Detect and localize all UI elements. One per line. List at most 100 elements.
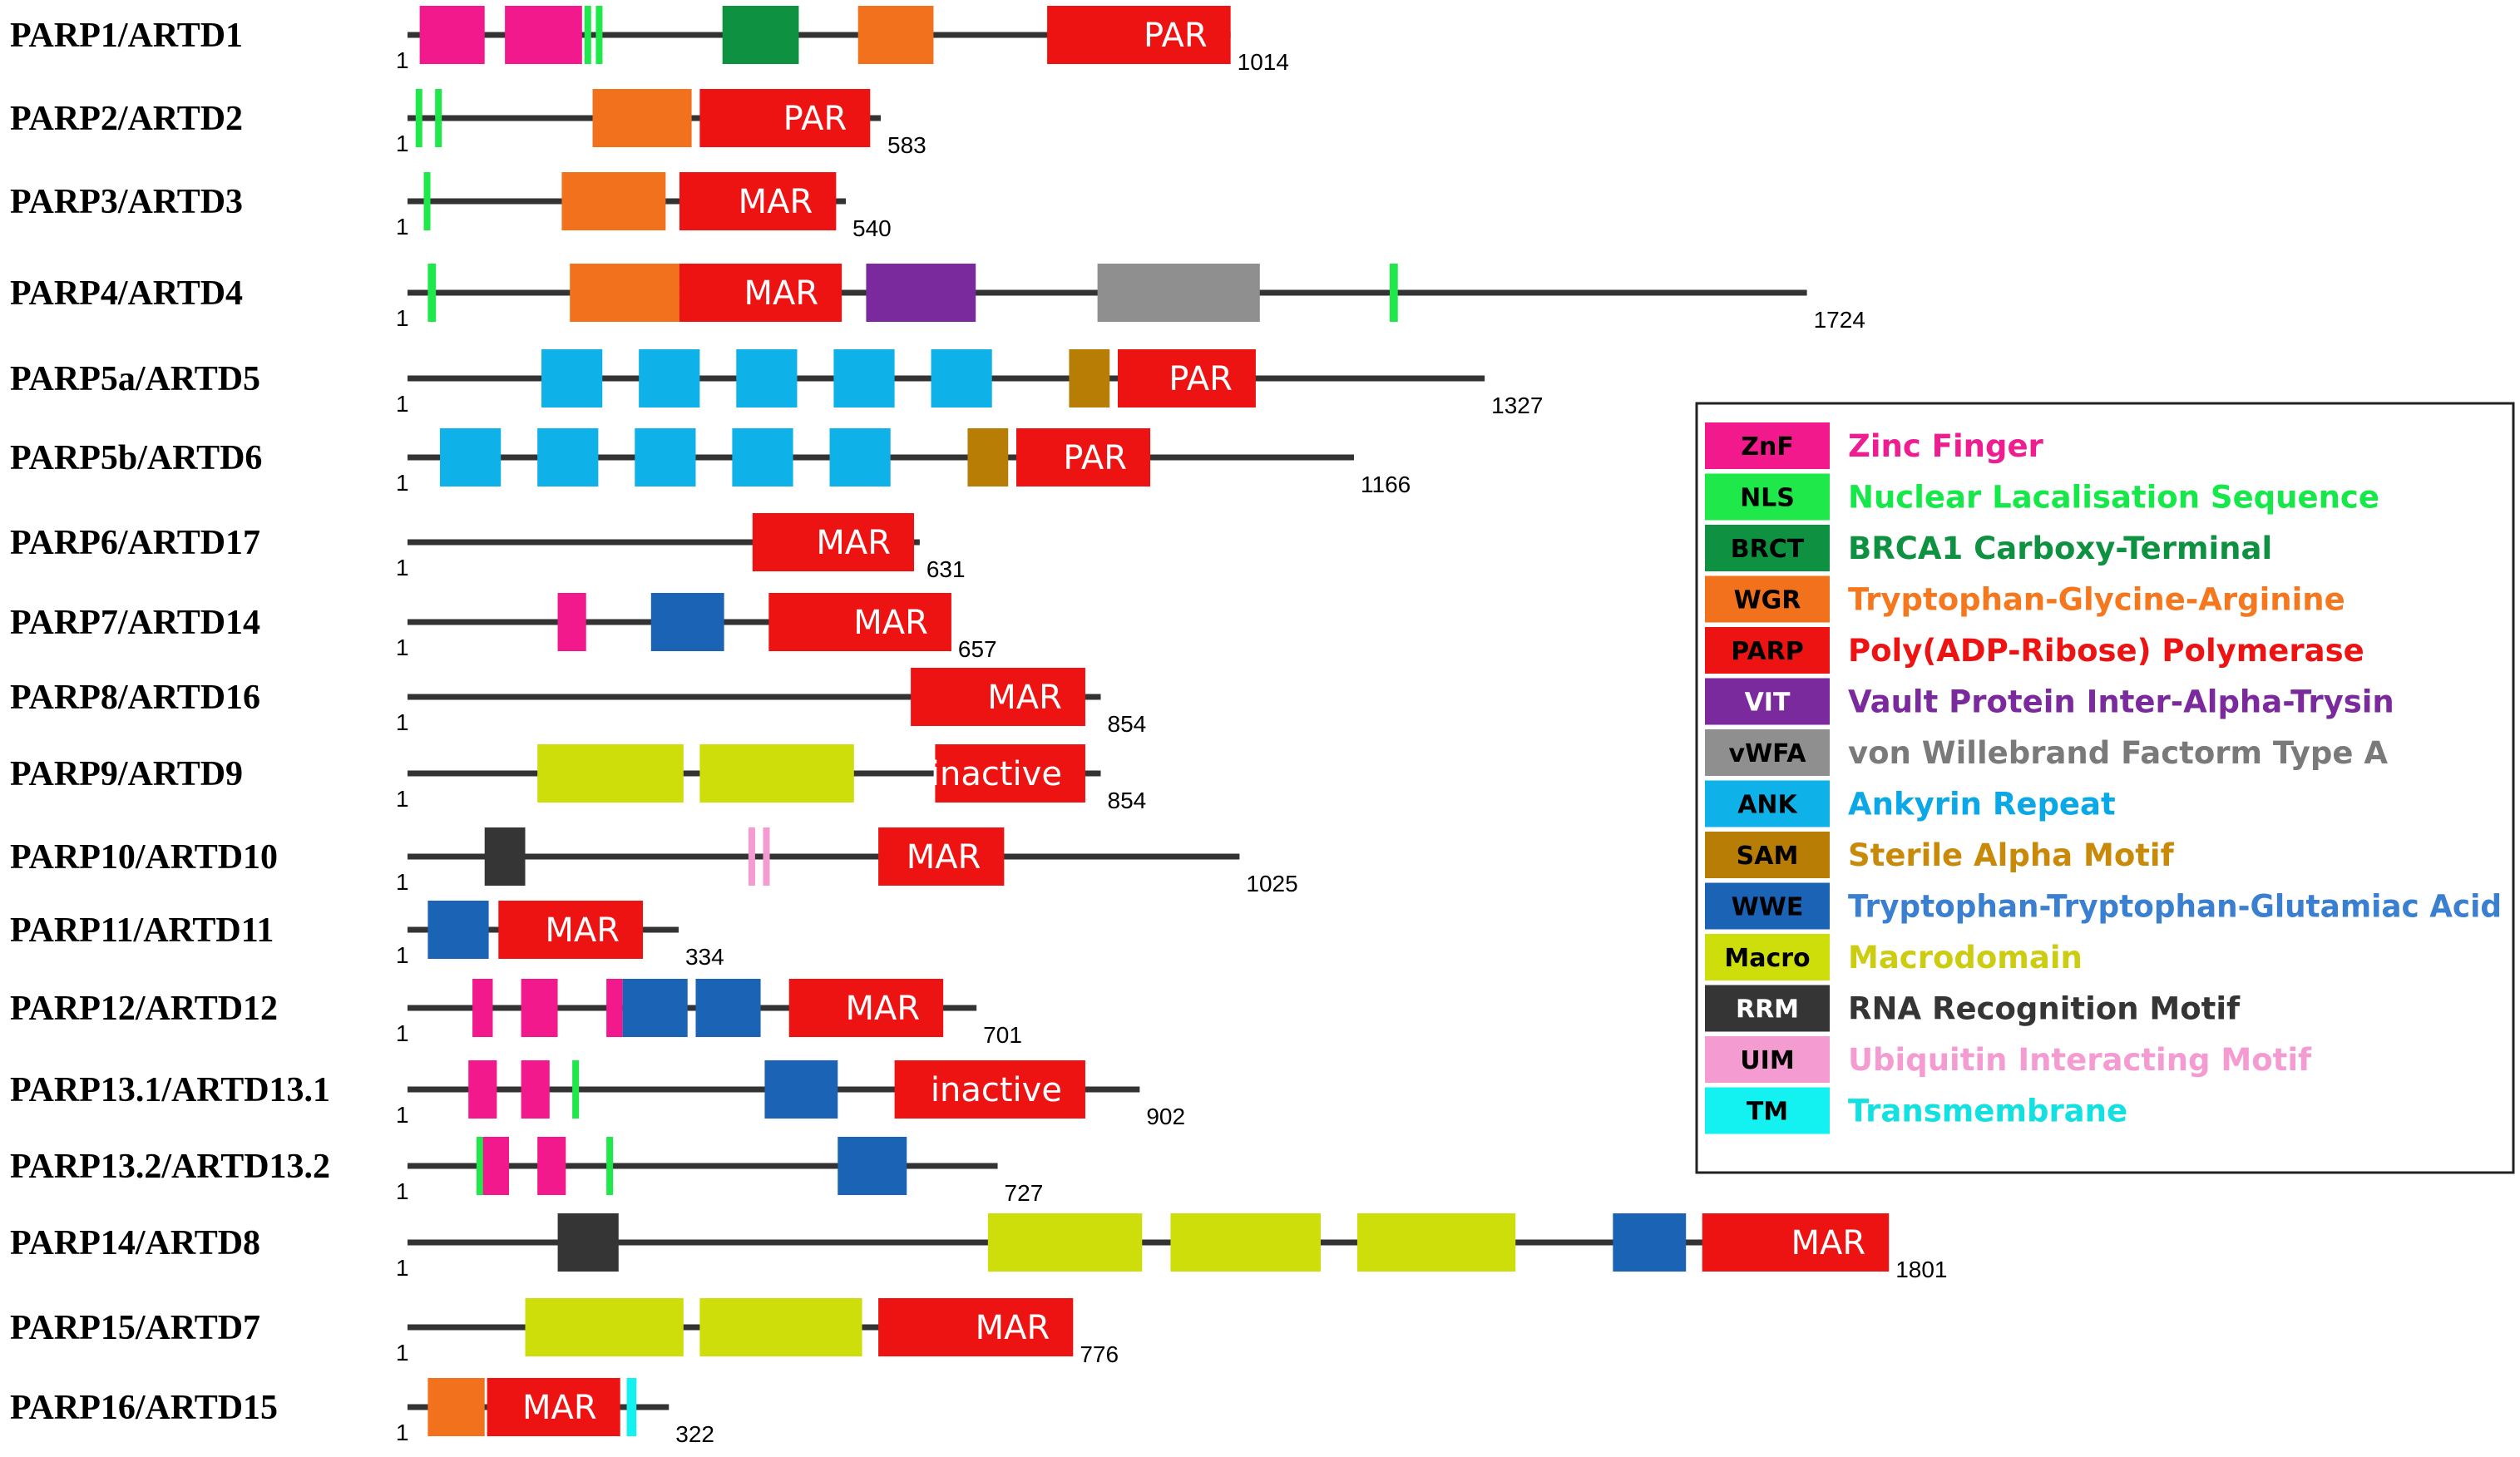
length-label: 583 [887,132,926,158]
length-label: 854 [1108,711,1147,737]
protein-row-parp12-artd12: PARP12/ARTD12 1 MAR 701 [10,979,1022,1048]
domain-ank [736,349,798,407]
protein-row-parp4-artd4: PARP4/ARTD4 1 MAR 1724 [10,264,1865,333]
legend-abbreviation: VIT [1745,689,1791,718]
legend-swatch [1705,985,1830,1032]
domain-activity-label: PAR [1063,439,1127,477]
legend-abbreviation: ZnF [1741,432,1794,462]
domain-wgr [427,1378,485,1436]
domain-wgr [561,172,666,230]
length-label: 727 [1005,1180,1044,1206]
legend-abbreviation: TM [1747,1098,1788,1127]
domain-activity-label: MAR [816,524,891,562]
domain-activity-label: MAR [744,274,818,313]
legend-swatch [1705,627,1830,674]
domain-wwe [695,979,761,1037]
legend-swatch [1705,934,1830,980]
legend-abbreviation: RRM [1736,995,1799,1025]
protein-row-parp7-artd14: PARP7/ARTD14 1 MAR 657 [10,593,997,662]
domain-activity-label: MAR [1791,1224,1866,1262]
protein-name: PARP10/ARTD10 [10,838,278,877]
legend-description: Sterile Alpha Motif [1848,837,2175,873]
legend-item-ank: ANK Ankyrin Repeat [1705,780,2116,827]
domain-parp [679,172,837,230]
domain-nls [606,1137,614,1195]
start-position-label: 1 [396,786,409,812]
domain-parp [788,979,944,1037]
legend-swatch [1705,832,1830,878]
domain-ank [639,349,700,407]
protein-name: PARP9/ARTD9 [10,755,243,793]
domain-wwe [1613,1213,1687,1272]
protein-name: PARP12/ARTD12 [10,990,278,1028]
domain-macro [1170,1213,1321,1272]
legend-description: BRCA1 Carboxy-Terminal [1848,531,2272,566]
domain-activity-label: MAR [522,1389,597,1427]
length-label: 540 [852,215,892,241]
protein-name: PARP5a/ARTD5 [10,360,260,398]
domain-nls [415,89,422,147]
legend-description: Macrodomain [1848,940,2083,975]
legend-swatch [1705,678,1830,725]
protein-name: PARP16/ARTD15 [10,1389,278,1427]
legend-description: Transmembrane [1848,1094,2127,1129]
start-position-label: 1 [396,1420,409,1445]
domain-activity-label: MAR [545,911,620,950]
legend-abbreviation: WGR [1734,586,1801,615]
domain-parp [1016,428,1151,486]
start-position-label: 1 [396,214,409,240]
domain-parp [768,593,951,651]
domain-activity-label: PAR [1169,360,1233,398]
legend-description: Ubiquitin Interacting Motif [1848,1042,2312,1078]
domain-activity-label: PAR [783,100,847,138]
domain-znf [606,979,623,1037]
start-position-label: 1 [396,869,409,895]
legend-abbreviation: vWFA [1729,739,1807,768]
domain-rrm [557,1213,619,1272]
domain-tm [626,1378,637,1436]
legend-frame [1695,402,2515,1174]
protein-row-parp5a-artd5: PARP5a/ARTD5 1 PAR 1327 [10,349,1543,418]
legend-description: RNA Recognition Motif [1848,991,2241,1027]
legend-item-parp: PARP Poly(ADP-Ribose) Polymerase [1705,627,2364,674]
domain-parp [487,1378,620,1436]
protein-name: PARP4/ARTD4 [10,274,243,313]
legend-swatch [1705,882,1830,930]
length-label: 1014 [1238,49,1289,75]
domain-uim [763,827,770,886]
domain-parp [878,1298,1074,1356]
domain-wgr [592,89,692,147]
legend-item-znf: ZnF Zinc Finger [1705,422,2044,469]
domain-znf [419,6,485,64]
domain-nls [435,89,442,147]
length-label: 1724 [1814,307,1865,333]
domain-activity-label: inactive [931,1071,1062,1109]
protein-row-parp13-1-artd13-1: PARP13.1/ARTD13.1 1 inactive 902 [10,1060,1185,1129]
start-position-label: 1 [396,305,409,331]
domain-wgr [570,264,679,322]
domain-macro [525,1298,684,1356]
legend-item-tm: TM Transmembrane [1705,1087,2127,1134]
legend-abbreviation: WWE [1732,893,1804,922]
legend-item-wwe: WWE Tryptophan-Tryptophan-Glutamiac Acid [1705,882,2502,930]
length-label: 322 [675,1421,714,1447]
legend-swatch [1705,729,1830,776]
start-position-label: 1 [396,1178,409,1204]
domain-parp [1702,1213,1890,1272]
domain-nls [572,1060,580,1119]
protein-row-parp1-artd1: PARP1/ARTD1 1 PAR 1014 [10,6,1289,75]
domain-ank [541,349,603,407]
legend-swatch [1705,1087,1830,1134]
length-label: 776 [1080,1341,1119,1367]
domain-nls [584,6,591,64]
domain-activity-label: MAR [987,679,1062,717]
protein-row-parp9-artd9: PARP9/ARTD9 1 inactive 854 [10,744,1146,813]
length-label: 1801 [1895,1257,1947,1282]
proteins-layer: PARP1/ARTD11PAR1014PARP2/ARTD21PAR583PAR… [10,6,1947,1447]
protein-row-parp8-artd16: PARP8/ARTD16 1 MAR 854 [10,668,1146,737]
legend-abbreviation: NLS [1740,484,1795,513]
domain-sam [967,428,1009,486]
domain-znf [472,979,493,1037]
legend-abbreviation: ANK [1737,791,1798,820]
protein-row-parp16-artd15: PARP16/ARTD15 1 MAR 322 [10,1378,714,1447]
